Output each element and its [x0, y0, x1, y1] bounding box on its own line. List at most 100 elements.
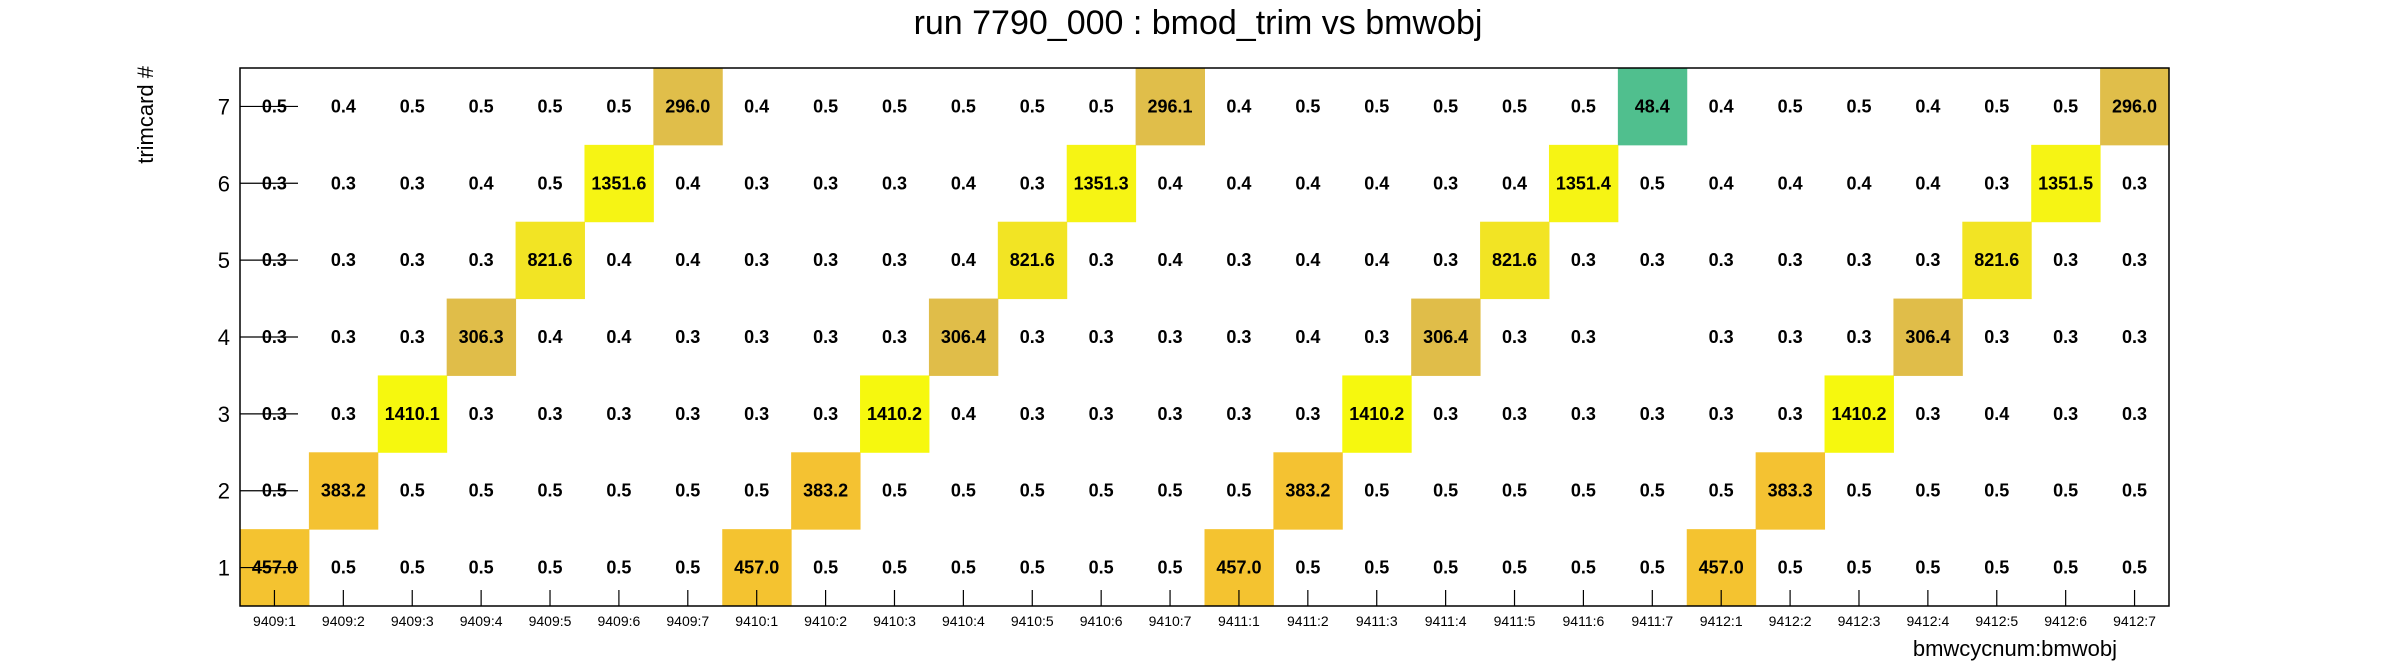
cell-value-label: 0.3 — [2122, 327, 2147, 347]
cell-value-label: 0.5 — [400, 481, 425, 501]
cell-value-label: 0.3 — [1778, 404, 1803, 424]
cell-value-label: 0.3 — [1984, 327, 2009, 347]
x-tick-label: 9410:1 — [735, 613, 778, 629]
cell-value-label: 0.3 — [1502, 404, 1527, 424]
cell-value-label: 0.4 — [331, 96, 356, 116]
x-tick-label: 9411:5 — [1494, 613, 1536, 629]
cell-value-label: 0.3 — [675, 327, 700, 347]
cell-value-label: 306.4 — [941, 327, 986, 347]
cell-value-label: 0.5 — [1571, 96, 1596, 116]
cell-value-label: 0.5 — [882, 96, 907, 116]
cell-value-label: 0.3 — [882, 327, 907, 347]
x-tick-label: 9411:7 — [1631, 613, 1673, 629]
cell-value-label: 0.5 — [1364, 96, 1389, 116]
cell-value-label: 1410.2 — [1349, 404, 1404, 424]
cell-value-label: 0.3 — [1089, 327, 1114, 347]
cell-value-label: 0.3 — [262, 404, 287, 424]
cell-value-label: 457.0 — [1699, 558, 1744, 578]
cell-value-label: 0.5 — [1295, 558, 1320, 578]
cell-value-label: 0.5 — [1089, 96, 1114, 116]
cell-value-label: 0.3 — [1020, 404, 1045, 424]
cell-value-label: 0.5 — [1020, 96, 1045, 116]
cell-value-label: 0.3 — [882, 173, 907, 193]
cell-value-label: 0.5 — [1433, 481, 1458, 501]
heatmap-cell — [1135, 68, 1205, 146]
cell-value-label: 0.5 — [882, 558, 907, 578]
x-tick-label: 9411:4 — [1425, 613, 1467, 629]
y-tick-label: 4 — [218, 325, 230, 350]
cell-value-label: 0.3 — [1640, 250, 1665, 270]
cell-value-label: 1410.2 — [1831, 404, 1886, 424]
x-tick-label: 9412:4 — [1906, 613, 1949, 629]
cell-value-label: 0.4 — [1778, 173, 1803, 193]
chart-title: run 7790_000 : bmod_trim vs bmwobj — [914, 4, 1483, 42]
x-tick-label: 9412:2 — [1769, 613, 1812, 629]
x-tick-label: 9409:3 — [391, 613, 434, 629]
cell-value-label: 0.3 — [2122, 250, 2147, 270]
cell-value-label: 0.3 — [744, 327, 769, 347]
cell-value-label: 0.4 — [606, 250, 631, 270]
cell-value-label: 0.3 — [744, 250, 769, 270]
cell-value-label: 0.3 — [1226, 327, 1251, 347]
cell-value-label: 0.4 — [1158, 250, 1183, 270]
cell-value-label: 306.3 — [459, 327, 504, 347]
cell-value-label: 0.5 — [606, 558, 631, 578]
cell-value-label: 0.3 — [1984, 173, 2009, 193]
cell-value-label: 383.2 — [1285, 481, 1330, 501]
cell-value-label: 296.0 — [2112, 96, 2157, 116]
cell-value-label: 0.3 — [1226, 250, 1251, 270]
cell-value-label: 0.5 — [1502, 558, 1527, 578]
cell-value-label: 0.3 — [400, 250, 425, 270]
cell-value-label: 0.4 — [1364, 173, 1389, 193]
heatmap-cell — [1893, 298, 1963, 376]
cell-value-label: 0.3 — [744, 173, 769, 193]
x-tick-label: 9410:5 — [1011, 613, 1054, 629]
cell-value-label: 0.4 — [1915, 96, 1940, 116]
cell-value-label: 0.5 — [1640, 481, 1665, 501]
cell-value-label: 0.3 — [1571, 327, 1596, 347]
cell-value-label: 0.3 — [1571, 250, 1596, 270]
cell-value-label: 0.5 — [675, 558, 700, 578]
cell-value-label: 296.1 — [1148, 96, 1193, 116]
cell-value-label: 0.5 — [951, 96, 976, 116]
x-tick-label: 9410:6 — [1080, 613, 1123, 629]
cell-value-label: 0.5 — [1846, 558, 1871, 578]
cell-value-label: 0.5 — [2053, 481, 2078, 501]
heatmap-cell — [791, 452, 861, 530]
cell-value-label: 0.4 — [1846, 173, 1871, 193]
heatmap-cell — [2100, 68, 2170, 146]
cell-value-label: 0.4 — [538, 327, 563, 347]
x-axis-title: bmwcycnum:bmwobj — [1913, 636, 2117, 661]
cell-value-label: 0.3 — [262, 250, 287, 270]
cell-value-label: 0.3 — [1502, 327, 1527, 347]
x-tick-label: 9412:1 — [1700, 613, 1743, 629]
cell-value-label: 0.5 — [1364, 481, 1389, 501]
cell-value-label: 0.4 — [1502, 173, 1527, 193]
heatmap-cell — [1824, 375, 1894, 453]
cell-value-label: 0.3 — [1846, 327, 1871, 347]
cell-value-label: 0.3 — [1778, 327, 1803, 347]
cell-value-label: 0.3 — [1020, 173, 1045, 193]
cell-value-label: 0.3 — [1226, 404, 1251, 424]
cell-value-label: 0.5 — [1226, 481, 1251, 501]
cell-value-label: 0.3 — [400, 173, 425, 193]
x-tick-label: 9410:4 — [942, 613, 985, 629]
cell-value-label: 0.3 — [2122, 173, 2147, 193]
cell-value-label: 0.5 — [1502, 96, 1527, 116]
x-tick-label: 9409:5 — [529, 613, 572, 629]
cell-value-label: 0.5 — [1778, 96, 1803, 116]
cell-labels: 457.0 0.5 0.5 0.5 0.5 0.5 0.5 457.0 0.5 0.5 0.5 0.5… — [252, 96, 2157, 577]
x-tick-label: 9411:3 — [1356, 613, 1398, 629]
cell-value-label: 0.3 — [1709, 327, 1734, 347]
cell-value-label: 0.5 — [675, 481, 700, 501]
cell-value-label: 0.5 — [1433, 96, 1458, 116]
cell-value-label: 0.4 — [951, 173, 976, 193]
cell-value-label: 296.0 — [665, 96, 710, 116]
cell-value-label: 0.4 — [1226, 96, 1251, 116]
cell-value-label: 0.3 — [1640, 404, 1665, 424]
x-tick-label: 9411:6 — [1563, 613, 1605, 629]
cell-value-label: 0.5 — [1709, 481, 1734, 501]
x-tick-label: 9409:6 — [597, 613, 640, 629]
cell-value-label: 0.5 — [2122, 481, 2147, 501]
